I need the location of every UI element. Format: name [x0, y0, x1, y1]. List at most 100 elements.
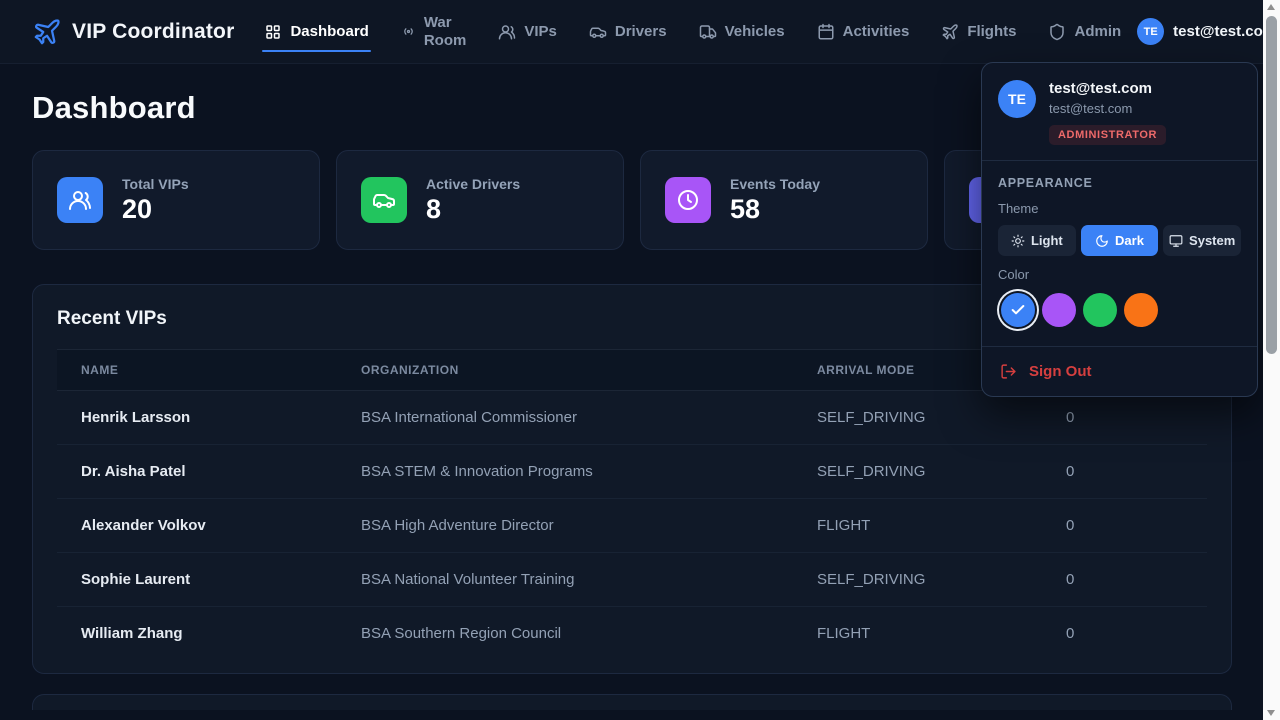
cell-organization: BSA Southern Region Council [361, 625, 562, 642]
cell-arrival-mode: FLIGHT [817, 625, 871, 642]
brand: VIP Coordinator [32, 17, 234, 47]
cell-name: William Zhang [81, 625, 183, 642]
sun-icon [1011, 234, 1025, 248]
color-swatch-purple[interactable] [1042, 293, 1076, 327]
nav-item-vips[interactable]: VIPs [486, 15, 569, 49]
moon-icon [1095, 234, 1109, 248]
menu-user-text: test@test.com test@test.com ADMINISTRATO… [1049, 80, 1167, 145]
cell-arrival-mode: SELF_DRIVING [793, 552, 1042, 607]
scrollbar-down-arrow-icon[interactable] [1267, 710, 1275, 716]
appearance-label: APPEARANCE [998, 176, 1093, 190]
cell-organization: BSA National Volunteer Training [337, 552, 793, 607]
stat-value: 58 [730, 193, 761, 224]
role-badge: ADMINISTRATOR [1049, 125, 1167, 145]
stat-card-events-today: Events Today 58 [640, 150, 928, 250]
stat-card-active-drivers: Active Drivers 8 [336, 150, 624, 250]
app-logo-plane-icon [32, 17, 62, 47]
cell-events: 0 [1042, 498, 1207, 553]
vertical-scrollbar[interactable] [1263, 0, 1280, 720]
nav-item-vehicles[interactable]: Vehicles [687, 15, 797, 49]
table-row[interactable]: Alexander Volkov BSA High Adventure Dire… [57, 498, 1207, 553]
table-row[interactable]: William Zhang BSA Southern Region Counci… [57, 607, 1207, 661]
theme-toggle-group: Light Dark System [998, 225, 1242, 256]
theme-button-label: System [1189, 233, 1236, 248]
cell-name: Dr. Aisha Patel [57, 444, 337, 499]
recent-vips-title: Recent VIPs [57, 308, 167, 329]
color-swatch-orange[interactable] [1124, 293, 1158, 327]
nav-label: Flights [967, 22, 1017, 40]
table-row[interactable]: Sophie Laurent BSA National Volunteer Tr… [57, 552, 1207, 607]
stat-label: Events Today [730, 175, 820, 192]
theme-system-button[interactable]: System [1163, 225, 1242, 256]
theme-button-label: Light [1030, 233, 1063, 248]
cell-events: 0 [1042, 552, 1207, 607]
cell-organization: BSA STEM & Innovation Programs [337, 444, 793, 499]
theme-button-label: Dark [1115, 233, 1144, 248]
theme-label: Theme [998, 201, 1039, 216]
cell-organization: BSA International Commissioner [337, 390, 793, 445]
stat-label: Total VIPs [122, 175, 189, 192]
monitor-icon [1169, 234, 1183, 248]
stat-text: Total VIPs 20 [122, 176, 189, 225]
clock-icon [665, 177, 711, 223]
stat-label: Active Drivers [426, 175, 521, 192]
nav-item-admin[interactable]: Admin [1036, 15, 1133, 49]
truck-icon [699, 23, 717, 41]
theme-light-button[interactable]: Light [998, 225, 1076, 256]
theme-dark-button[interactable]: Dark [1080, 225, 1159, 256]
cell-events: 0 [1042, 444, 1207, 499]
menu-user-email: test@test.com [1049, 101, 1133, 116]
table-row[interactable]: Henrik Larsson BSA International Commiss… [57, 390, 1207, 445]
nav-label: Drivers [614, 22, 667, 40]
nav-item-dashboard[interactable]: Dashboard [252, 15, 380, 52]
nav-item-activities[interactable]: Activities [805, 15, 922, 49]
calendar-icon [817, 23, 835, 41]
user-email: test@test.com [1173, 23, 1277, 40]
user-menu-trigger[interactable]: TE test@test.com [1137, 18, 1280, 45]
top-navigation-bar: VIP Coordinator Dashboard War Room [0, 0, 1280, 64]
column-header-organization: ORGANIZATION [337, 349, 793, 391]
users-icon [498, 23, 516, 41]
nav-label: Dashboard [290, 22, 369, 40]
main-navigation: Dashboard War Room VIPs [248, 6, 1137, 57]
color-swatch-green[interactable] [1083, 293, 1117, 327]
scrollbar-up-arrow-icon[interactable] [1267, 4, 1275, 10]
menu-user-name: test@test.com [1049, 80, 1152, 97]
check-icon [1010, 302, 1026, 318]
cell-name: Sophie Laurent [57, 552, 337, 607]
column-header-name: NAME [57, 349, 337, 391]
sign-out-label: Sign Out [1029, 363, 1092, 380]
app-title: VIP Coordinator [72, 19, 235, 43]
color-swatch-blue[interactable] [1001, 293, 1035, 327]
stat-text: Active Drivers 8 [426, 176, 520, 225]
next-section-top-edge [32, 694, 1232, 710]
scrollbar-thumb[interactable] [1266, 16, 1277, 354]
dashboard-grid-icon [264, 23, 282, 41]
table-row[interactable]: Dr. Aisha Patel BSA STEM & Innovation Pr… [57, 444, 1207, 499]
radio-icon [401, 24, 416, 39]
cell-events: 0 [1042, 390, 1207, 445]
nav-label: VIPs [524, 22, 557, 40]
color-label: Color [998, 267, 1030, 282]
nav-item-drivers[interactable]: Drivers [577, 15, 679, 49]
shield-icon [1048, 23, 1066, 41]
recent-vips-table: NAME ORGANIZATION ARRIVAL MODE EVENTS He… [57, 349, 1207, 660]
users-icon [57, 177, 103, 223]
cell-arrival-mode: SELF_DRIVING [793, 444, 1042, 499]
stat-value: 20 [122, 193, 153, 224]
cell-organization: BSA High Adventure Director [337, 498, 793, 553]
nav-label: Activities [842, 22, 910, 40]
appearance-section: APPEARANCE Theme Light Dark [982, 161, 1257, 347]
nav-item-flights[interactable]: Flights [929, 15, 1028, 49]
sign-out-button[interactable]: Sign Out [982, 347, 1257, 396]
stat-text: Events Today 58 [730, 176, 820, 225]
cell-arrival-mode: SELF_DRIVING [793, 390, 1042, 445]
van-icon [361, 177, 407, 223]
car-icon [589, 23, 607, 41]
nav-item-war-room[interactable]: War Room [389, 6, 479, 57]
cell-arrival-mode: FLIGHT [793, 498, 1042, 553]
stat-card-total-vips: Total VIPs 20 [32, 150, 320, 250]
logout-icon [1000, 363, 1017, 380]
stat-value: 8 [426, 193, 442, 224]
nav-label: Admin [1074, 22, 1122, 40]
